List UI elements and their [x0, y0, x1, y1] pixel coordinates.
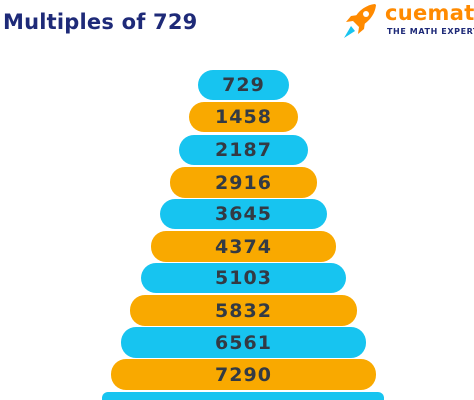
multiple-bar: 1458 — [189, 102, 298, 132]
multiple-bar: 2916 — [170, 167, 317, 198]
multiple-bar: 7290 — [111, 359, 376, 390]
brand-tagline: THE MATH EXPERT — [387, 27, 474, 36]
multiple-bar: 729 — [198, 70, 289, 100]
pyramid-base — [102, 392, 384, 400]
multiple-bar: 3645 — [160, 199, 327, 229]
brand-name: cuemath — [385, 1, 474, 25]
brand-logo: cuemath THE MATH EXPERT — [341, 1, 474, 41]
multiple-bar: 2187 — [179, 135, 308, 165]
multiple-bar: 4374 — [151, 231, 336, 262]
rocket-icon — [344, 4, 376, 38]
page-title: Multiples of 729 — [3, 10, 198, 34]
multiple-bar: 5832 — [130, 295, 357, 326]
multiple-bar: 6561 — [121, 327, 366, 358]
multiple-bar: 5103 — [141, 263, 346, 293]
